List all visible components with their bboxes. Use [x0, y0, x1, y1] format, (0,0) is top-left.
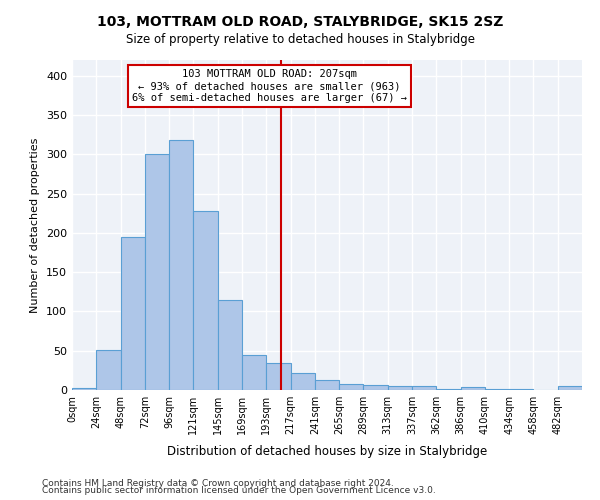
Bar [485, 389, 509, 390]
Bar [558, 386, 582, 390]
X-axis label: Distribution of detached houses by size in Stalybridge: Distribution of detached houses by size … [167, 446, 487, 458]
Y-axis label: Number of detached properties: Number of detached properties [31, 138, 40, 312]
Bar [412, 386, 436, 390]
Bar [290, 372, 315, 390]
Bar [315, 380, 339, 390]
Bar [436, 389, 461, 390]
Bar [242, 354, 266, 390]
Text: Contains HM Land Registry data © Crown copyright and database right 2024.: Contains HM Land Registry data © Crown c… [42, 478, 394, 488]
Bar [193, 211, 218, 390]
Bar [509, 389, 533, 390]
Bar [461, 387, 485, 390]
Text: Contains public sector information licensed under the Open Government Licence v3: Contains public sector information licen… [42, 486, 436, 495]
Bar [266, 364, 290, 390]
Text: 103 MOTTRAM OLD ROAD: 207sqm
← 93% of detached houses are smaller (963)
6% of se: 103 MOTTRAM OLD ROAD: 207sqm ← 93% of de… [132, 70, 407, 102]
Bar [364, 386, 388, 390]
Bar [388, 386, 412, 390]
Bar [145, 154, 169, 390]
Bar [339, 384, 364, 390]
Bar [121, 237, 145, 390]
Bar [218, 300, 242, 390]
Bar [169, 140, 193, 390]
Text: Size of property relative to detached houses in Stalybridge: Size of property relative to detached ho… [125, 32, 475, 46]
Text: 103, MOTTRAM OLD ROAD, STALYBRIDGE, SK15 2SZ: 103, MOTTRAM OLD ROAD, STALYBRIDGE, SK15… [97, 15, 503, 29]
Bar [72, 388, 96, 390]
Bar [96, 350, 121, 390]
